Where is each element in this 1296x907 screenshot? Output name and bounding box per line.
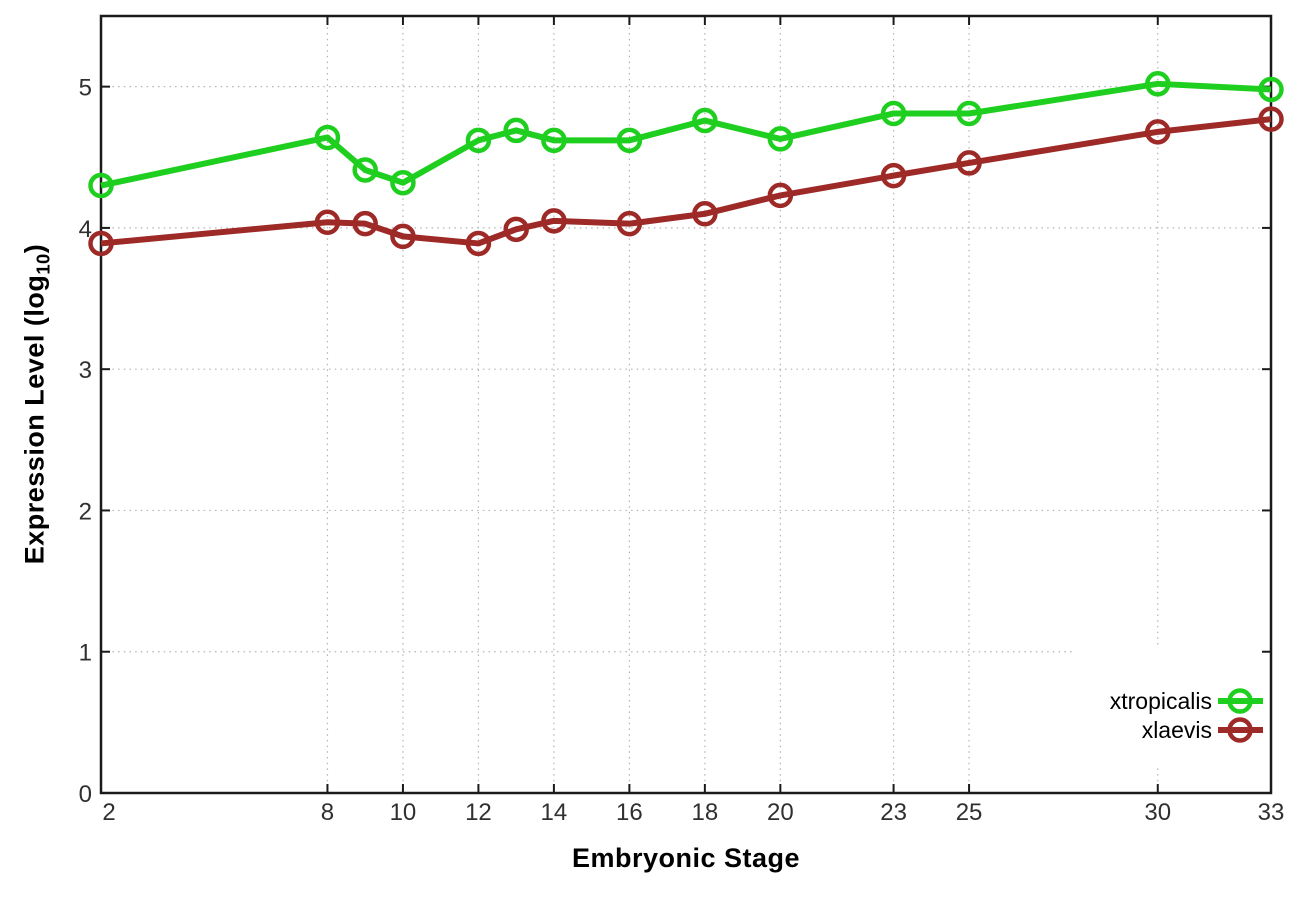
series-line-xtropicalis: [100, 80, 1272, 189]
data-point-xlaevis: [1145, 119, 1171, 145]
data-point-xlaevis: [352, 210, 378, 237]
data-point-xtropicalis: [692, 107, 718, 134]
y-tick-label: 5: [79, 75, 92, 102]
x-tick-label: 18: [692, 799, 719, 826]
data-point-xlaevis: [616, 210, 643, 237]
y-axis-title: Expression Level (log10): [19, 244, 54, 565]
data-point-xlaevis: [956, 150, 982, 176]
series-xlaevis: [88, 106, 1284, 257]
x-tick-label: 23: [880, 799, 907, 826]
data-point-xtropicalis: [352, 157, 378, 183]
data-point-xtropicalis: [88, 172, 114, 199]
legend-item-xlaevis: xlaevis: [1142, 717, 1263, 743]
axes: [99, 14, 1273, 795]
y-axis-title-suffix: ): [19, 243, 50, 254]
series-xtropicalis: [88, 71, 1284, 199]
x-tick-label: 16: [616, 799, 643, 826]
x-tick-label: 10: [390, 799, 417, 826]
data-point-xlaevis: [692, 201, 718, 227]
data-point-xtropicalis: [1145, 71, 1171, 97]
data-point-xlaevis: [503, 216, 529, 243]
legend: xtropicalis xlaevis: [1072, 646, 1263, 768]
data-point-xtropicalis: [956, 100, 982, 127]
data-point-xlaevis: [314, 209, 341, 236]
x-tick-label: 20: [767, 799, 794, 826]
data-point-xlaevis: [1258, 106, 1284, 132]
data-point-xtropicalis: [541, 127, 567, 154]
data-point-xtropicalis: [503, 117, 529, 144]
legend-label-xtropicalis: xtropicalis: [1110, 688, 1212, 714]
data-point-xtropicalis: [767, 126, 794, 152]
data-point-xtropicalis: [616, 127, 643, 154]
x-tick-label: 30: [1144, 799, 1171, 826]
data-point-xtropicalis: [465, 127, 492, 154]
data-point-xlaevis: [465, 230, 492, 257]
x-tick-label: 12: [465, 799, 492, 826]
y-axis-title-text: Expression Level (log: [19, 274, 50, 565]
data-point-xlaevis: [880, 162, 907, 189]
x-tick-label: 33: [1258, 799, 1285, 826]
data-point-xlaevis: [541, 208, 567, 234]
x-axis-title: Embryonic Stage: [571, 843, 801, 873]
data-point-xlaevis: [88, 230, 114, 257]
x-tick-label: 25: [956, 799, 983, 826]
data-point-xtropicalis: [390, 169, 416, 196]
data-point-xtropicalis: [314, 124, 341, 151]
x-tick-label: 2: [102, 799, 115, 826]
data-point-xlaevis: [767, 182, 794, 209]
data-point-xtropicalis: [880, 100, 907, 127]
legend-item-xtropicalis: xtropicalis: [1110, 688, 1263, 714]
legend-label-xlaevis: xlaevis: [1142, 717, 1212, 743]
series-line-xlaevis: [100, 116, 1272, 247]
y-tick-label: 1: [79, 640, 92, 667]
y-axis-title-subscript: 10: [32, 253, 54, 275]
data-point-xlaevis: [390, 223, 416, 250]
y-tick-label: 2: [79, 498, 92, 525]
plot-border: [99, 14, 1273, 795]
x-tick-label: 8: [321, 799, 334, 826]
y-tick-label: 0: [79, 781, 92, 808]
y-tick-label: 3: [79, 357, 92, 384]
x-tick-label: 14: [541, 799, 568, 826]
data-point-xtropicalis: [1258, 76, 1284, 103]
legend-sample-marker-xlaevis: [1227, 717, 1253, 743]
legend-sample-marker-xtropicalis: [1227, 688, 1253, 714]
y-tick-label: 4: [79, 216, 92, 243]
